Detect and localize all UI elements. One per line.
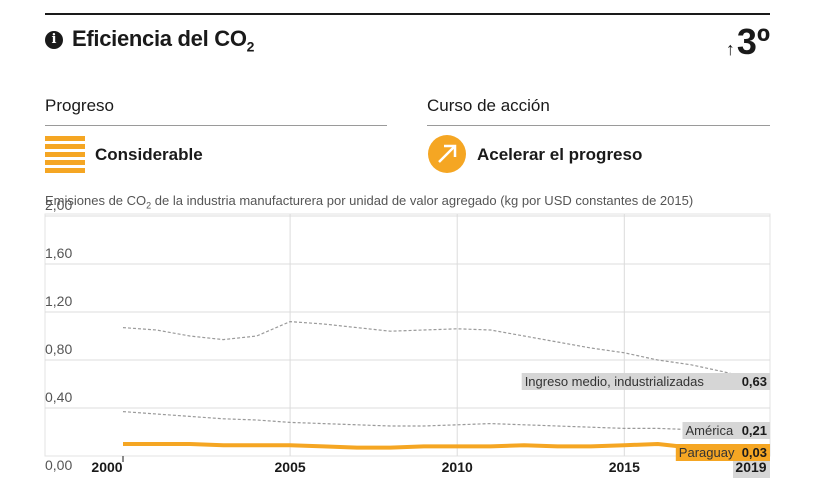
- arrow-up-right-icon: [428, 135, 466, 173]
- action-label: Curso de acción: [427, 96, 550, 115]
- rank-indicator: ↑ 3º: [726, 22, 770, 62]
- y-tick-label: 1,20: [45, 293, 72, 309]
- series-value-america: 0,21: [742, 423, 767, 438]
- plot-frame: [44, 213, 771, 457]
- series-line-ingreso-medio: [122, 320, 759, 381]
- progress-label: Progreso: [45, 96, 114, 115]
- x-tick-label: 2000: [91, 459, 122, 475]
- top-rule: [45, 13, 770, 15]
- y-tick-label: 0,00: [45, 457, 72, 473]
- series-label-bg-america: [682, 422, 770, 439]
- series-line-america: [122, 411, 759, 432]
- chart-caption: Emisiones de CO2 de la industria manufac…: [45, 193, 694, 211]
- rank-value: 3º: [736, 21, 770, 62]
- page-title: Eficiencia del CO2: [72, 26, 255, 55]
- progress-bars-icon: [45, 136, 85, 176]
- action-rule: [427, 125, 770, 126]
- x-tick-label: 2010: [442, 459, 473, 475]
- y-tick-label: 0,80: [45, 341, 72, 357]
- x-tick-label: 2019: [735, 459, 766, 475]
- series-label-bg-ingreso-medio: [521, 373, 770, 390]
- last-year-highlight: [733, 456, 770, 478]
- y-tick-label: 2,00: [45, 197, 72, 213]
- info-icon[interactable]: i: [45, 31, 63, 50]
- series-line-paraguay: [123, 442, 759, 455]
- progress-rule: [45, 125, 387, 126]
- arrow-up-icon: ↑: [725, 39, 735, 59]
- progress-status: Considerable: [95, 145, 203, 164]
- action-status: Acelerar el progreso: [477, 145, 643, 164]
- series-label-ingreso-medio: Ingreso medio, industrializadas: [525, 374, 705, 389]
- x-tick-label: 2005: [275, 459, 306, 475]
- y-tick-label: 0,40: [45, 389, 72, 405]
- series-value-ingreso-medio: 0,63: [742, 374, 767, 389]
- y-tick-label: 1,60: [45, 245, 72, 261]
- series-label-bg-paraguay: [675, 444, 770, 461]
- series-value-paraguay: 0,03: [742, 445, 767, 460]
- x-tick-label: 2015: [609, 459, 640, 475]
- title-row: i Eficiencia del CO2: [45, 26, 254, 54]
- series-label-paraguay: Paraguay: [679, 445, 735, 460]
- series-label-america: América: [686, 423, 734, 438]
